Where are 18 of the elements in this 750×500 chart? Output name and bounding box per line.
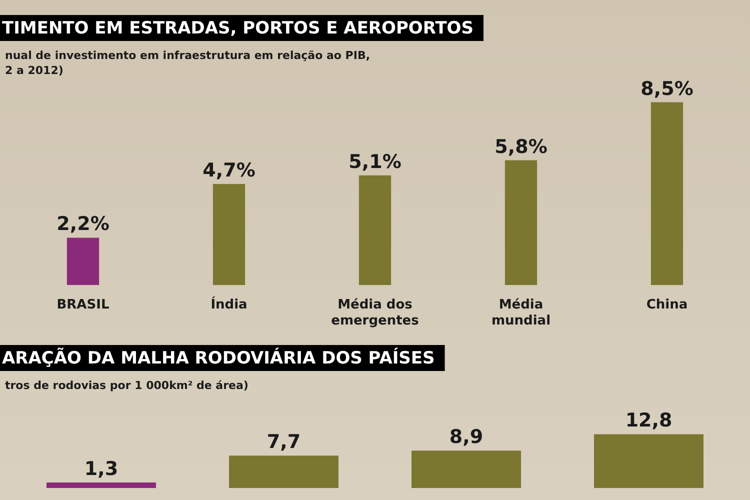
data-label: 1,3 <box>84 458 118 480</box>
chart-subtitle: tros de rodovias por 1 000km² de área) <box>5 379 248 392</box>
x-tick-label: Índia <box>210 296 248 312</box>
chart-title: TIMENTO EM ESTRADAS, PORTOS E AEROPORTOS <box>2 18 474 38</box>
data-label: 4,7% <box>202 159 256 182</box>
data-label: 5,8% <box>494 136 548 158</box>
chart-subtitle: nual de investimento em infraestrutura em relação ao PIB, 2 a 2012) <box>5 49 370 77</box>
chart-title: ARAÇÃO DA MALHA RODOVIÁRIA DOS PAÍSES <box>2 348 435 368</box>
data-label: 8,9 <box>449 426 484 448</box>
data-label: 8,5% <box>640 78 694 100</box>
data-label: 12,8 <box>625 410 672 432</box>
data-label: 7,7 <box>266 431 301 454</box>
data-label: 5,1% <box>348 150 402 173</box>
x-tick-label: China <box>646 298 688 312</box>
x-tick-label: Média mundial <box>491 298 551 328</box>
x-tick-label: Média dos emergentes <box>331 298 420 328</box>
data-label: 2,2% <box>56 213 110 236</box>
x-tick-label: BRASIL <box>56 298 110 312</box>
